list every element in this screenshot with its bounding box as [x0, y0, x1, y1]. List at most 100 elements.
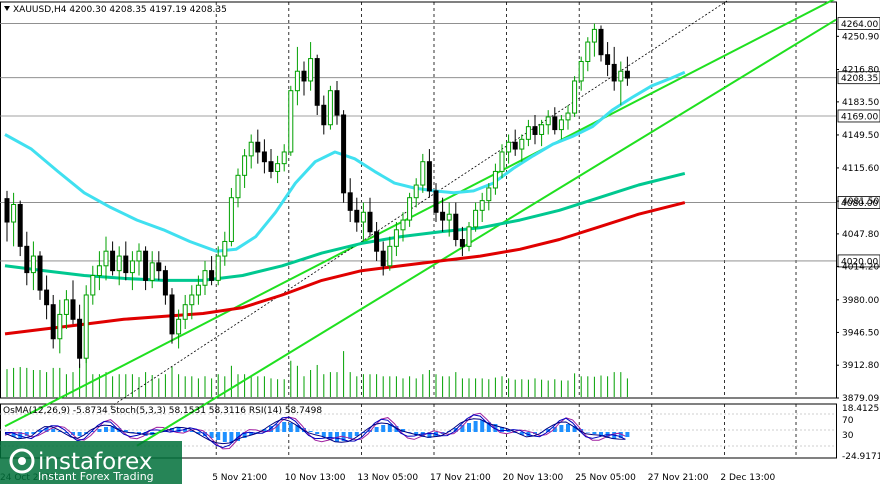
candle-body: [44, 289, 50, 306]
osma-bar: [506, 430, 511, 432]
ema50-line: [4, 70, 686, 253]
osma-bar: [137, 432, 141, 434]
osma-bar: [460, 425, 465, 432]
time-label: 25 Nov 05:00: [575, 473, 636, 483]
osma-bar: [519, 432, 524, 435]
price-tick-label: 4047.80: [842, 230, 879, 240]
price-tick-label: 4115.60: [842, 164, 879, 174]
price-tag-label: 4264.00: [841, 20, 878, 30]
price-tag-box: [837, 196, 880, 209]
candle-body: [294, 70, 300, 92]
dropdown-triangle-icon[interactable]: [4, 6, 10, 11]
candle-body: [57, 313, 63, 340]
osma-bar: [90, 431, 95, 432]
osma-bar: [203, 432, 207, 436]
osma-bar: [427, 432, 432, 438]
candle-body: [129, 260, 135, 274]
candle-body: [255, 141, 261, 153]
osma-bar: [566, 424, 570, 432]
osma-bar: [189, 431, 194, 432]
osma-bar: [44, 428, 49, 432]
candle-body: [275, 163, 281, 172]
candle-body: [235, 174, 241, 199]
price-tick-label: 3980.00: [842, 296, 879, 306]
candle-body: [525, 126, 531, 140]
logo-ring-icon: [9, 448, 35, 474]
sub-tick-label: 30: [842, 431, 854, 441]
candle-body: [182, 304, 188, 320]
osma-bar: [183, 429, 188, 432]
price-tick-label: 4081.50: [842, 197, 879, 207]
price-tick-label: 4149.50: [842, 131, 879, 141]
time-label: 5 Nov 21:00: [212, 473, 267, 483]
candle-body: [90, 275, 96, 296]
candle-body: [209, 270, 215, 281]
candle-body: [486, 187, 492, 202]
channel-line: [136, 18, 837, 447]
candle-body: [539, 124, 545, 135]
osma-bar: [381, 425, 386, 432]
subwindow-header: OsMA(12,26,9) -5.8734 Stoch(5,3,3) 58.15…: [3, 406, 322, 416]
price-tag-box: [837, 17, 880, 30]
candle-body: [618, 70, 624, 82]
osma-bar: [222, 432, 227, 442]
candle-body: [492, 170, 498, 189]
candle-body: [433, 190, 439, 213]
candle-body: [426, 161, 432, 192]
osma-bar: [572, 426, 577, 432]
osma-bar: [24, 432, 29, 436]
candle-body: [360, 211, 366, 223]
osma-bar: [242, 432, 247, 438]
candle-body: [17, 204, 23, 247]
time-label: 27 Nov 21:00: [648, 473, 709, 483]
oscillator-lines: [4, 412, 626, 450]
osma-bar: [130, 432, 135, 433]
osma-bar: [328, 432, 333, 440]
trend-channel[interactable]: [4, 0, 837, 447]
candle-body: [176, 318, 182, 335]
candle-body: [314, 58, 320, 106]
candle-body: [268, 161, 274, 172]
candle-body: [143, 250, 149, 281]
osma-bar: [275, 424, 280, 432]
candle-body: [413, 184, 419, 199]
candle-body: [354, 209, 360, 223]
candle-body: [202, 270, 208, 286]
channel-line: [4, 0, 835, 428]
price-tick-label: 4014.20: [842, 263, 879, 273]
chart-header: XAUUSD,H4 4200.30 4208.35 4197.19 4208.3…: [4, 5, 227, 15]
osma-bar: [533, 432, 537, 434]
osma-bar: [500, 427, 504, 432]
price-tick-label: 4250.90: [842, 32, 879, 42]
osma-bar: [401, 429, 405, 432]
symbol-ohlc-header: XAUUSD,H4 4200.30 4208.35 4197.19 4208.3…: [13, 5, 227, 15]
osma-bar: [618, 432, 623, 438]
candle-body: [327, 90, 333, 126]
candle-body: [321, 104, 327, 126]
candle-body: [281, 151, 287, 165]
osma-bar: [321, 432, 326, 437]
osma-bar: [315, 432, 320, 434]
candle-body: [136, 250, 142, 262]
price-tick-label: 4183.50: [842, 98, 879, 108]
candle-body: [380, 250, 386, 267]
candle-body: [565, 112, 571, 121]
candle-body: [248, 141, 254, 157]
price-tag-label: 4020.00: [841, 257, 878, 267]
candle-body: [77, 318, 83, 359]
osma-bar: [236, 432, 240, 441]
osma-bar: [31, 432, 36, 434]
candle-body: [261, 151, 267, 163]
osma-bar: [407, 432, 412, 433]
candle-body: [70, 299, 76, 320]
ema144-line: [4, 171, 686, 282]
candle-body: [195, 284, 201, 296]
subwindow-grid: [0, 413, 836, 447]
time-label: 13 Nov 05:00: [357, 473, 418, 483]
volume-bars: [6, 351, 628, 397]
candle-body: [572, 80, 578, 114]
candle-body: [387, 245, 393, 267]
osma-bar: [170, 428, 174, 432]
candle-body: [169, 294, 175, 335]
